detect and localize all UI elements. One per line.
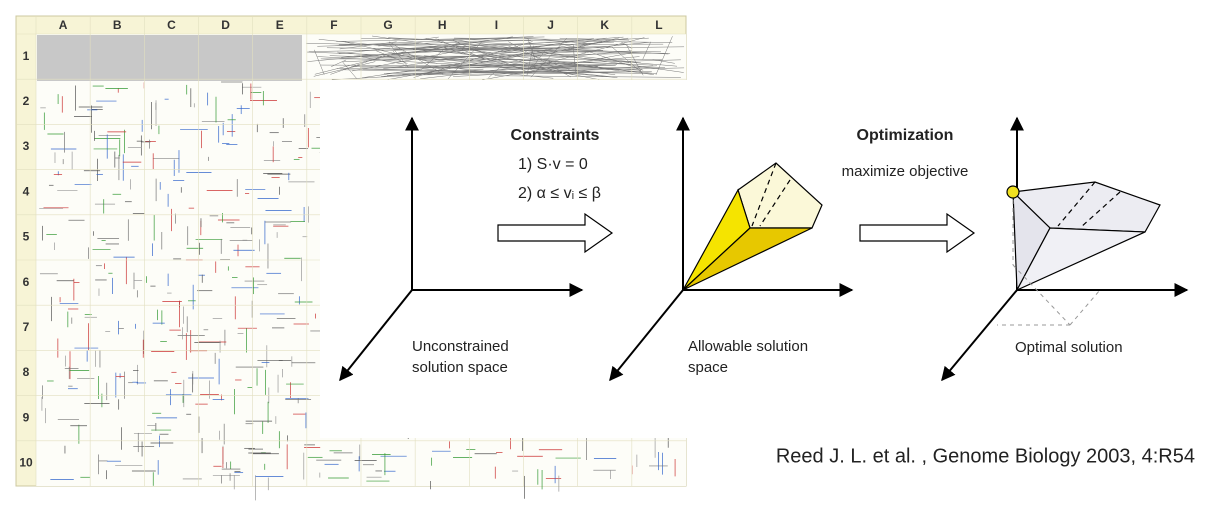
column-label: B [113, 18, 122, 32]
row-label: 5 [23, 230, 30, 244]
row-label: 2 [23, 94, 30, 108]
column-label: D [221, 18, 230, 32]
row-label: 8 [23, 365, 30, 379]
row-label: 7 [23, 320, 30, 334]
row-label: 9 [23, 410, 30, 424]
map-gray-block [37, 35, 302, 81]
space-label: Allowable solution space [688, 336, 818, 378]
column-label: J [547, 18, 554, 32]
optimization-title: Optimization [857, 127, 954, 144]
constraint-line: 1) S·v = 0 [518, 156, 588, 173]
space-label: Unconstrained solution space [412, 336, 562, 378]
column-label: C [167, 18, 176, 32]
optimization-subtitle: maximize objective [842, 163, 969, 180]
space-label-box: Allowable solution space [688, 336, 818, 386]
column-label: E [276, 18, 284, 32]
page: A B C D E F G H I J K L 1 2 3 4 5 6 7 8 9 10 Constraints 1) S… [0, 0, 1212, 507]
row-label: 6 [23, 275, 30, 289]
constraints-title: Constraints [511, 127, 600, 144]
column-label: H [438, 18, 447, 32]
column-label: K [600, 18, 609, 32]
space-label: Optimal solution [1015, 339, 1123, 356]
row-label: 10 [19, 456, 33, 470]
column-label: L [655, 18, 662, 32]
space-label-box: Unconstrained solution space [412, 336, 562, 386]
column-label: A [59, 18, 68, 32]
column-label: I [495, 18, 498, 32]
column-label: G [383, 18, 392, 32]
row-label: 4 [23, 184, 30, 198]
row-label: 1 [23, 49, 30, 63]
constraint-line: 2) α ≤ vᵢ ≤ β [518, 185, 601, 202]
row-label: 3 [23, 139, 30, 153]
figure: A B C D E F G H I J K L 1 2 3 4 5 6 7 8 9 10 Constraints 1) S… [0, 0, 1212, 502]
citation: Reed J. L. et al. , Genome Biology 2003,… [776, 445, 1195, 467]
column-label: F [330, 18, 337, 32]
